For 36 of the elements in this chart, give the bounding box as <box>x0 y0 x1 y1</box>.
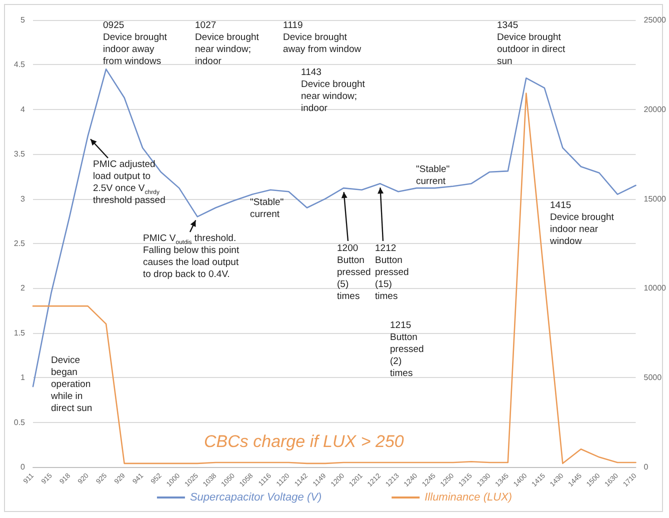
y2-tick-label: 5000 <box>644 373 662 382</box>
annotation: 1415 Device brought indoor near window <box>550 200 614 248</box>
annotation: 1345 Device brought outdoor in direct sun <box>497 20 566 68</box>
annotation: PMIC adjusted load output to 2.5V once V$_{chrdy}$ threshold passed <box>93 159 166 207</box>
y-tick-label: 2.5 <box>14 239 26 248</box>
line-series <box>32 92 636 464</box>
y-tick-label: 5 <box>20 16 26 24</box>
annotation: 1143 Device brought near window; indoor <box>301 67 365 115</box>
y-tick-label: 1.5 <box>14 328 26 338</box>
annotation: 1027 Device brought near window; indoor <box>195 20 259 68</box>
y-tick-label: 0.5 <box>14 418 26 427</box>
y2-tick-label: 25000 <box>644 16 667 24</box>
annotation: "Stable" current <box>250 197 284 221</box>
annotation: Device began operation while in direct sun <box>51 355 92 415</box>
annotation: 1119 Device brought away from window <box>283 20 362 56</box>
annotation: 1200 Button pressed (5) times <box>337 243 371 303</box>
y-tick-label: 2 <box>20 284 26 293</box>
line-series <box>32 68 636 388</box>
y2-tick-label: 20000 <box>644 104 667 114</box>
y-tick-label: 3.5 <box>14 150 26 159</box>
y-tick-label: 0 <box>20 462 26 472</box>
annotation: 1215 Button pressed (2) times <box>390 320 424 380</box>
y-tick-label: 1 <box>20 373 26 382</box>
legend-label: Illuminance (LUX) <box>424 492 512 504</box>
y2-tick-label: 0 <box>644 462 649 472</box>
y-tick-label: 3 <box>20 194 26 204</box>
y-tick-label: 4 <box>20 104 26 114</box>
y-tick-label: 4.5 <box>14 60 26 70</box>
annotation: "Stable" current <box>416 164 450 188</box>
annotation: PMIC V$_{outdis}$ threshold. Falling below this point causes the load output to drop back to 0.4V. <box>143 233 240 281</box>
annotation: 1212 Button pressed (15) times <box>375 243 409 303</box>
annotation: CBCs charge if LUX > 250 <box>204 432 404 452</box>
y2-tick-label: 15000 <box>644 194 667 204</box>
legend-label: Supercapacitor Voltage (V) <box>190 492 322 504</box>
y2-tick-label: 10000 <box>644 284 667 293</box>
annotation: 0925 Device brought indoor away from windows <box>103 20 167 68</box>
